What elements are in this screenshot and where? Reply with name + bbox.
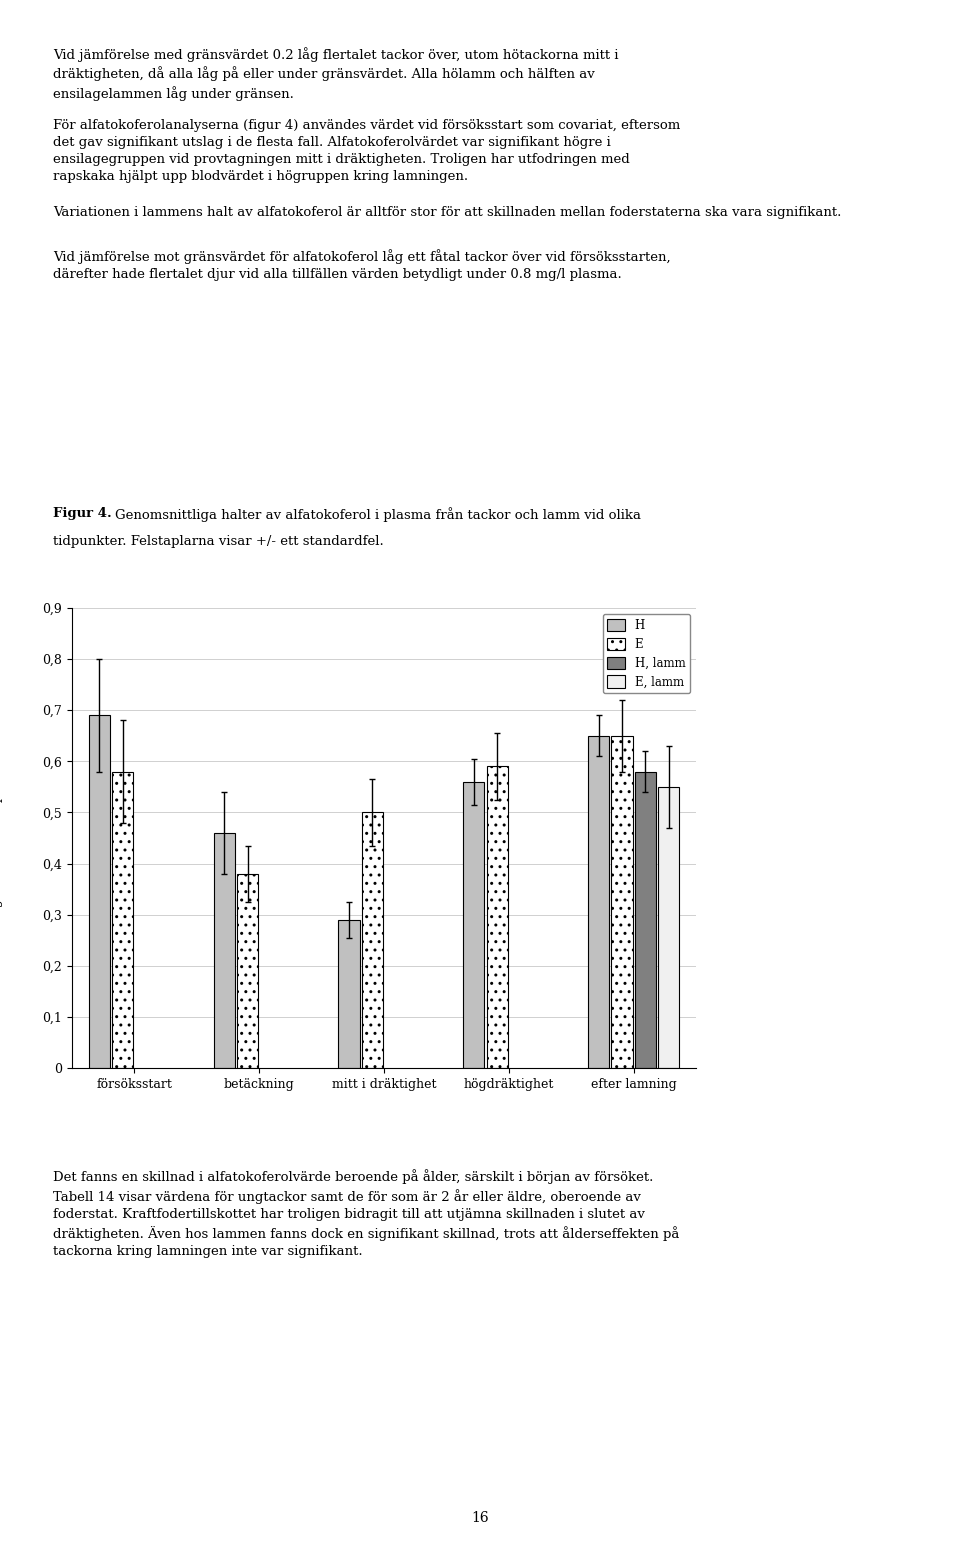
Text: Variationen i lammens halt av alfatokoferol är alltför stor för att skillnaden m: Variationen i lammens halt av alfatokofe…	[53, 206, 841, 218]
Y-axis label: mg alfatokoferol/l plasma: mg alfatokoferol/l plasma	[0, 758, 4, 918]
Bar	[464, 781, 485, 1068]
Bar	[362, 812, 383, 1068]
Text: Vid jämförelse mot gränsvärdet för alfatokoferol låg ett fåtal tackor över vid f: Vid jämförelse mot gränsvärdet för alfat…	[53, 249, 670, 281]
Bar	[339, 920, 360, 1068]
Legend: H, E, H, lamm, E, lamm: H, E, H, lamm, E, lamm	[603, 614, 690, 694]
Text: Figur 4.: Figur 4.	[53, 507, 111, 519]
Text: Det fanns en skillnad i alfatokoferolvärde beroende på ålder, särskilt i början : Det fanns en skillnad i alfatokoferolvär…	[53, 1169, 679, 1258]
Bar	[112, 772, 133, 1068]
Bar	[658, 787, 679, 1068]
Bar	[612, 736, 633, 1068]
Text: 16: 16	[471, 1511, 489, 1525]
Text: Genomsnittliga halter av alfatokoferol i plasma från tackor och lamm vid olika: Genomsnittliga halter av alfatokoferol i…	[115, 507, 641, 522]
Bar	[588, 736, 610, 1068]
Text: tidpunkter. Felstaplarna visar +/- ett standardfel.: tidpunkter. Felstaplarna visar +/- ett s…	[53, 535, 384, 547]
Bar	[487, 767, 508, 1068]
Bar	[89, 716, 110, 1068]
Bar	[214, 833, 235, 1068]
Text: Vid jämförelse med gränsvärdet 0.2 låg flertalet tackor över, utom hötackorna mi: Vid jämförelse med gränsvärdet 0.2 låg f…	[53, 47, 618, 101]
Bar	[237, 873, 258, 1068]
Text: För alfatokoferolanalyserna (figur 4) användes värdet vid försöksstart som covar: För alfatokoferolanalyserna (figur 4) an…	[53, 118, 680, 182]
Bar	[635, 772, 656, 1068]
